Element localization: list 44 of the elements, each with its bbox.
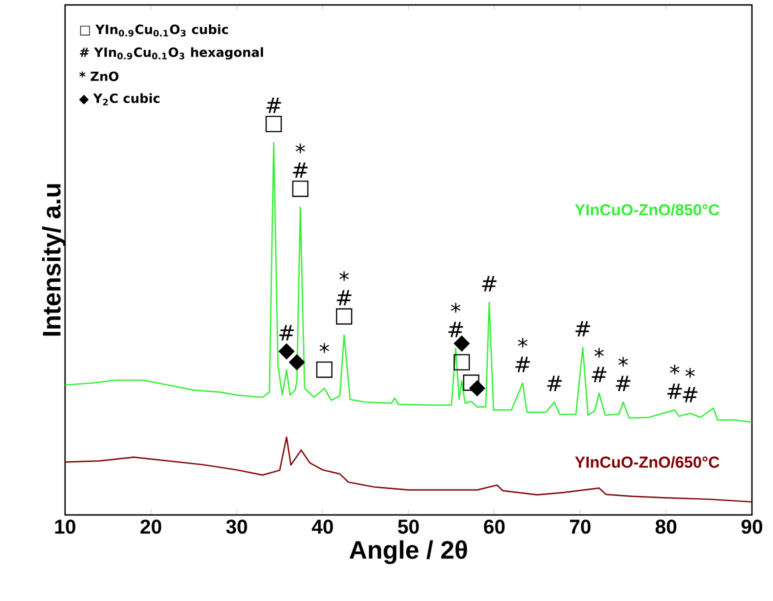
annotation: # [293,162,308,178]
series-label: YInCuO-ZnO/650°C [574,456,720,468]
x-tick-label: 90 [742,520,762,534]
annotation: * [339,271,349,281]
annotation: * [594,348,604,358]
x-tick-label: 80 [656,520,676,534]
annotation: # [547,376,562,392]
x-tick-label: 70 [570,520,591,534]
annotation: # [667,384,682,399]
x-tick-label: 20 [140,520,162,534]
annotation: # [336,290,352,306]
annotation: # [448,322,464,338]
x-axis-title: Angle / 2θ [350,540,467,564]
x-tick-label: 40 [312,520,333,534]
text: # YIn$_{0.9}$Cu$_{0.1}$O$_{3}$ hexagonal [80,47,264,60]
y-axis-title: Intensity/ a.u [42,184,66,336]
text: YInCuO-ZnO/850°C [574,204,720,216]
annotation: * [685,368,695,378]
annotation: # [592,366,606,382]
annotation: □ [336,308,352,325]
annotation: # [616,376,630,392]
annotation: □ [266,116,282,132]
annotation: * [618,356,628,367]
annotation: # [576,321,590,336]
annotation: □ [292,180,308,197]
x-tick-label: 10 [55,520,76,534]
annotation: # [515,356,530,372]
annotation: ◆ [454,335,470,352]
text: ◆ Y$_{2}$C cubic [79,93,160,106]
annotation: * [518,338,528,348]
annotation: * [670,364,680,374]
annotation: # [266,98,281,114]
text: * ZnO [79,72,118,82]
annotation: * [296,144,306,154]
annotation: □ [316,362,332,378]
x-tick-label: 60 [484,520,505,534]
annotation: # [682,387,698,402]
annotation: # [482,276,496,292]
x-tick-label: 30 [226,520,248,534]
annotation: # [279,325,294,340]
text: □ YIn$_{0.9}$Cu$_{0.1}$O$_{3}$ cubic [80,24,228,37]
annotation: * [451,302,460,313]
x-tick-label: 50 [398,520,419,534]
annotation: * [320,343,330,353]
